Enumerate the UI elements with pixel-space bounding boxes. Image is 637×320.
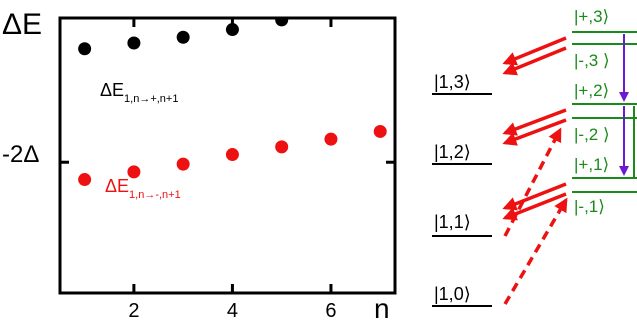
left-level-1-1: |1,1⟩: [432, 212, 492, 237]
excitation-arrow-1: [503, 127, 562, 237]
left-level-label: |1,2⟩: [434, 142, 471, 162]
left-level-1-2: |1,2⟩: [432, 142, 492, 165]
point-minus-4: [225, 148, 239, 162]
point-minus-7: [373, 124, 387, 138]
x-tick-label: 2: [128, 300, 139, 320]
transition-arrow-3a: [502, 36, 567, 66]
transition-arrow-3b: [502, 46, 567, 76]
point-plus-1: [78, 42, 92, 56]
point-plus-2: [127, 36, 141, 50]
point-minus-2: [127, 165, 141, 179]
right-level-plus-1: |+,1⟩: [572, 155, 637, 179]
excitation-arrow-0: [503, 197, 568, 305]
left-level-1-3: |1,3⟩: [432, 72, 492, 95]
x-axis-label: n: [374, 293, 390, 320]
chart: ΔE -2Δ 2 4 6 n ΔE1,n→+,n+1 ΔE1,n→-,n+1: [2, 8, 397, 320]
plot-frame: [58, 16, 397, 295]
point-minus-1: [78, 173, 92, 187]
point-plus-5: [275, 18, 289, 27]
left-level-label: |1,0⟩: [434, 284, 471, 304]
series-label-plus: ΔE1,n→+,n+1: [100, 80, 178, 105]
level-diagram: |1,3⟩ |1,2⟩ |1,1⟩ |1,0⟩ |+,3⟩ |-,3 ⟩ |+,…: [432, 7, 637, 307]
right-level-label: |-,3 ⟩: [574, 51, 610, 70]
point-minus-5: [275, 140, 289, 154]
right-level-label: |+,1⟩: [574, 155, 609, 174]
x-tick-label: 6: [325, 300, 336, 320]
transition-arrow-1a: [502, 182, 567, 211]
y-axis-label: ΔE: [2, 8, 42, 41]
x-ticks: 2 4 6: [128, 18, 337, 320]
right-level-label: |+,2⟩: [574, 81, 609, 100]
point-plus-3: [176, 30, 190, 44]
right-level-label: |-,1⟩: [574, 197, 605, 216]
series-label-minus: ΔE1,n→-,n+1: [105, 176, 181, 201]
right-level-plus-3: |+,3⟩: [572, 7, 637, 33]
right-level-minus-1: |-,1⟩: [572, 191, 637, 216]
y-tick-label: -2Δ: [2, 141, 39, 168]
left-level-1-0: |1,0⟩: [432, 284, 492, 307]
right-level-minus-2: |-,2 ⟩: [572, 117, 637, 144]
right-level-label: |-,2 ⟩: [574, 125, 610, 144]
left-level-label: |1,1⟩: [434, 212, 471, 232]
x-tick-label: 4: [227, 300, 238, 320]
right-level-label: |+,3⟩: [574, 7, 609, 26]
point-minus-6: [324, 132, 338, 146]
transition-arrow-2b: [502, 118, 567, 146]
left-level-label: |1,3⟩: [434, 72, 471, 92]
point-minus-3: [176, 157, 190, 171]
right-level-minus-3: |-,3 ⟩: [572, 43, 637, 70]
transition-arrow-2a: [502, 108, 567, 136]
data-points: [78, 18, 387, 187]
point-plus-4: [225, 23, 239, 37]
right-level-plus-2: |+,2⟩: [572, 81, 637, 105]
